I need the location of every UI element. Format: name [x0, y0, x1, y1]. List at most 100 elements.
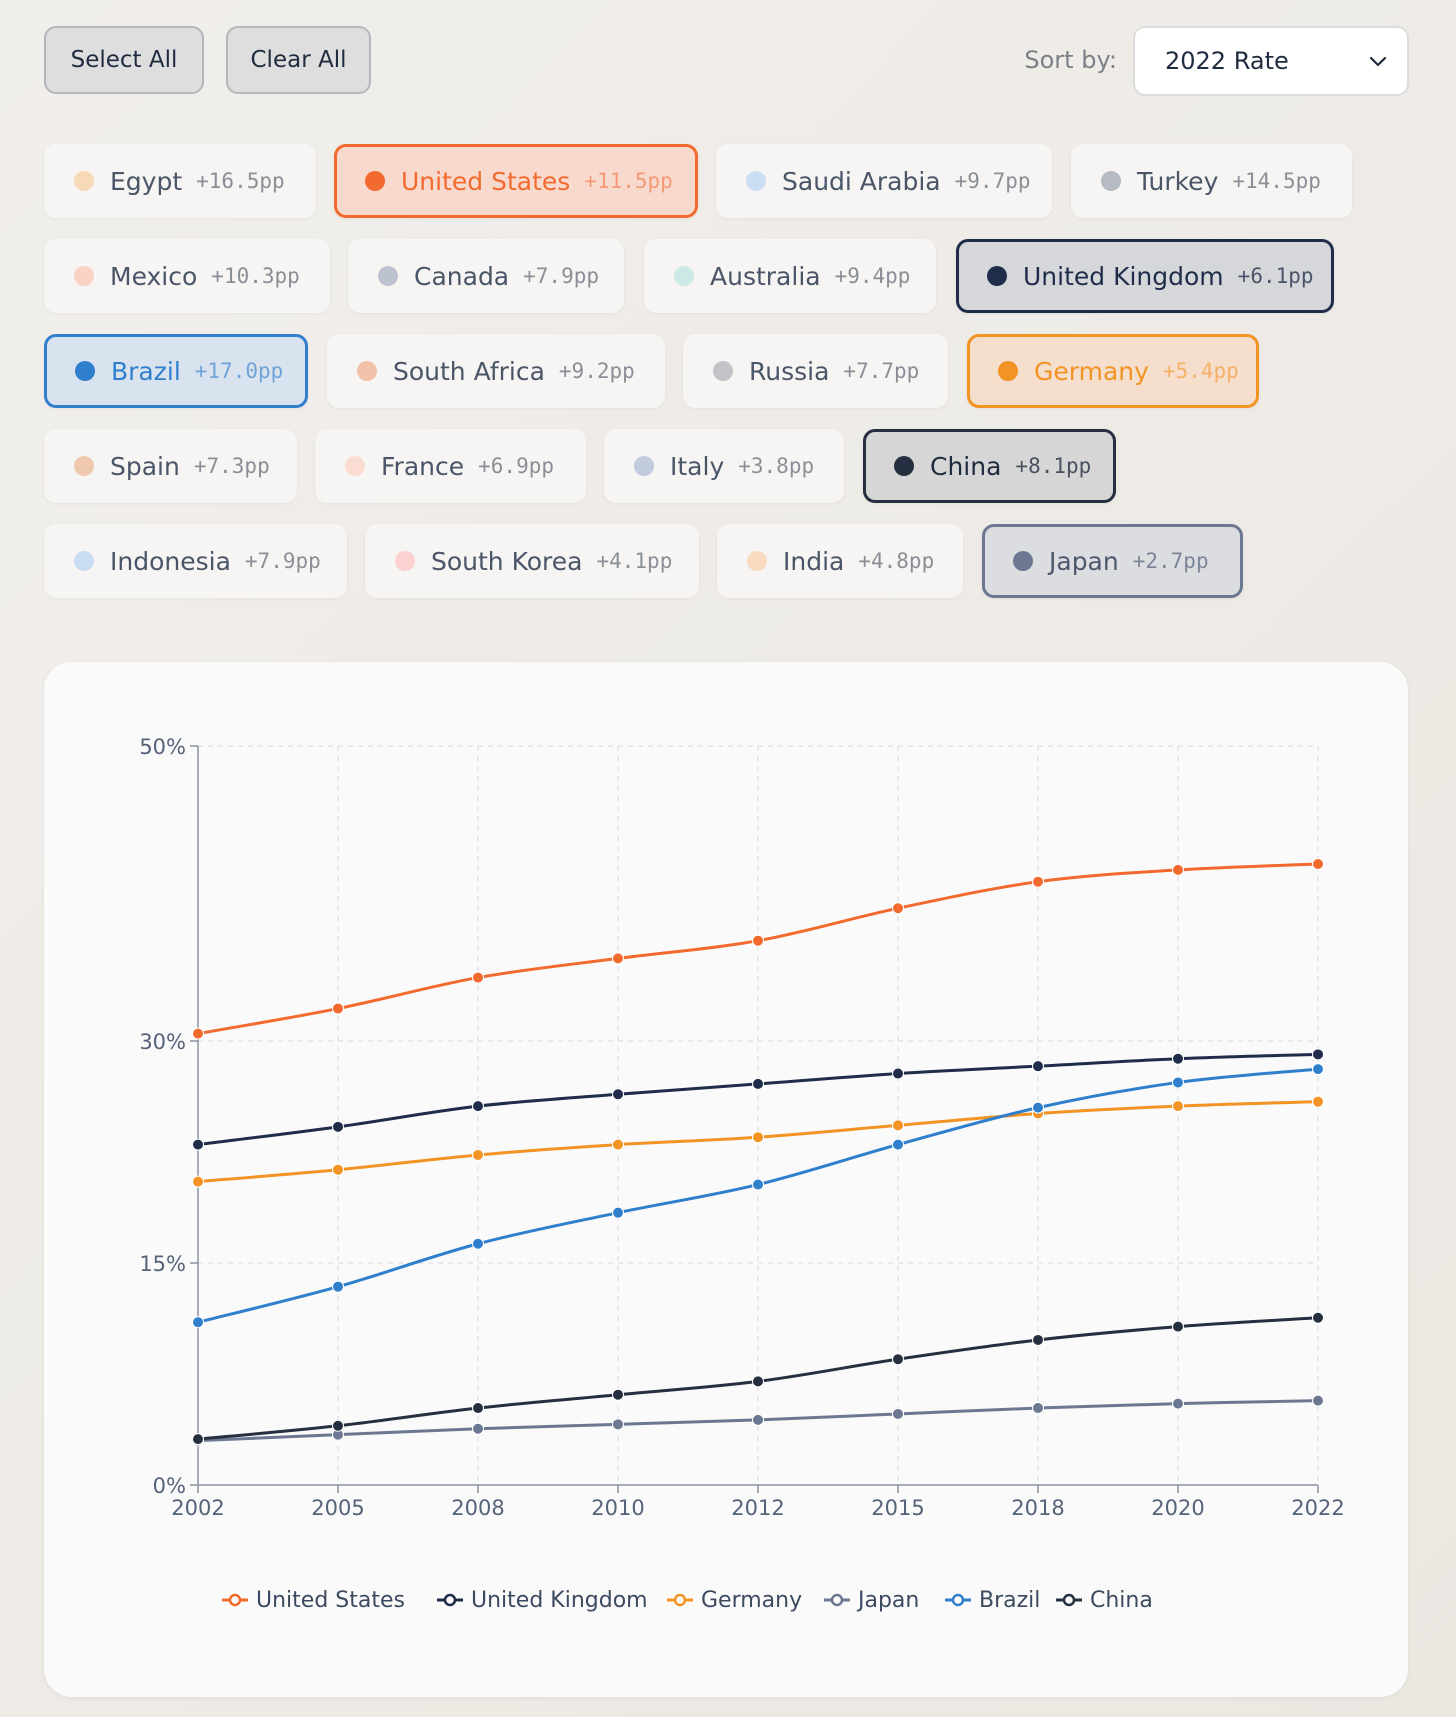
legend-marker-china	[1062, 1593, 1076, 1607]
data-point-germany	[752, 1131, 764, 1144]
chip-delta: +16.5pp	[196, 169, 285, 193]
country-chip[interactable]: Saudi Arabia +9.7pp	[716, 144, 1052, 218]
legend-marker-japan	[830, 1593, 844, 1607]
chip-delta: +11.5pp	[584, 169, 673, 193]
color-dot-icon	[674, 266, 694, 286]
data-point-brazil	[1312, 1063, 1324, 1076]
legend-label-germany: Germany	[701, 1588, 802, 1613]
country-chip[interactable]: China +8.1pp	[863, 429, 1116, 503]
x-tick-label: 2002	[171, 1496, 224, 1520]
chip-delta: +3.8pp	[738, 454, 815, 478]
legend-marker-united-kingdom	[443, 1593, 457, 1607]
data-point-brazil	[1172, 1076, 1184, 1089]
toolbar: Select All Clear All Sort by: 2022 Rate	[44, 26, 1409, 96]
country-chip[interactable]: South Korea +4.1pp	[365, 524, 699, 598]
data-point-japan	[752, 1413, 764, 1426]
country-chip[interactable]: Indonesia +7.9pp	[44, 524, 347, 598]
data-point-brazil	[612, 1206, 624, 1219]
chip-country-name: Turkey	[1137, 166, 1219, 196]
data-point-brazil	[1032, 1101, 1044, 1114]
data-point-united-states	[752, 934, 764, 947]
chip-delta: +5.4pp	[1162, 359, 1239, 383]
data-point-japan	[1032, 1402, 1044, 1415]
chip-country-name: Japan	[1049, 546, 1119, 576]
country-chip[interactable]: Australia +9.4pp	[644, 239, 936, 313]
color-dot-icon	[74, 551, 94, 571]
country-chip[interactable]: Turkey +14.5pp	[1071, 144, 1352, 218]
chip-country-name: Australia	[710, 261, 821, 291]
country-chip[interactable]: Spain +7.3pp	[44, 429, 297, 503]
country-chip[interactable]: United States +11.5pp	[334, 144, 698, 218]
color-dot-icon	[1013, 551, 1033, 571]
data-point-brazil	[472, 1237, 484, 1250]
chip-country-name: Brazil	[111, 356, 181, 386]
select-all-button[interactable]: Select All	[44, 26, 204, 94]
data-point-united-kingdom	[192, 1138, 204, 1151]
chevron-down-icon	[1369, 56, 1387, 67]
country-chip[interactable]: Italy +3.8pp	[604, 429, 844, 503]
data-point-united-kingdom	[1312, 1048, 1324, 1061]
color-dot-icon	[378, 266, 398, 286]
sort-select[interactable]: 2022 Rate	[1133, 26, 1409, 96]
legend-label-japan: Japan	[856, 1588, 919, 1613]
country-chip[interactable]: Japan +2.7pp	[982, 524, 1243, 598]
country-chip[interactable]: South Africa +9.2pp	[327, 334, 665, 408]
data-point-china	[1312, 1311, 1324, 1324]
color-dot-icon	[998, 361, 1018, 381]
data-point-china	[1172, 1320, 1184, 1333]
chip-country-name: Spain	[110, 451, 180, 481]
chip-country-name: Saudi Arabia	[782, 166, 941, 196]
data-point-germany	[612, 1138, 624, 1151]
data-point-japan	[892, 1407, 904, 1420]
data-point-brazil	[752, 1178, 764, 1191]
data-point-united-states	[472, 971, 484, 984]
clear-all-button[interactable]: Clear All	[226, 26, 371, 94]
country-chip[interactable]: Brazil +17.0pp	[44, 334, 308, 408]
chip-delta: +4.1pp	[596, 549, 673, 573]
country-chip[interactable]: India +4.8pp	[717, 524, 963, 598]
data-point-japan	[1172, 1397, 1184, 1410]
data-point-japan	[612, 1418, 624, 1431]
x-tick-label: 2005	[311, 1496, 364, 1520]
legend-marker-germany	[673, 1593, 687, 1607]
data-point-united-states	[892, 902, 904, 915]
country-chip[interactable]: Egypt +16.5pp	[44, 144, 316, 218]
chip-country-name: Russia	[749, 356, 830, 386]
legend-label-china: China	[1090, 1588, 1153, 1613]
data-point-united-kingdom	[752, 1077, 764, 1090]
data-point-united-kingdom	[612, 1088, 624, 1101]
data-point-germany	[1172, 1100, 1184, 1113]
chip-delta: +6.9pp	[478, 454, 554, 478]
color-dot-icon	[365, 171, 385, 191]
sort-label: Sort by:	[1024, 46, 1117, 74]
color-dot-icon	[1101, 171, 1121, 191]
chip-delta: +8.1pp	[1015, 454, 1092, 478]
country-chip[interactable]: France +6.9pp	[315, 429, 586, 503]
data-point-germany	[332, 1163, 344, 1176]
data-point-china	[612, 1388, 624, 1401]
legend-label-united-states: United States	[256, 1588, 405, 1613]
x-tick-label: 2018	[1011, 1496, 1064, 1520]
data-point-germany	[892, 1119, 904, 1132]
color-dot-icon	[746, 171, 766, 191]
x-tick-label: 2008	[451, 1496, 504, 1520]
y-tick-label: 30%	[139, 1030, 186, 1054]
legend-label-united-kingdom: United Kingdom	[471, 1588, 648, 1613]
chip-delta: +7.9pp	[523, 264, 599, 288]
data-point-united-kingdom	[892, 1067, 904, 1080]
x-tick-label: 2010	[591, 1496, 644, 1520]
color-dot-icon	[395, 551, 415, 571]
country-chip[interactable]: Germany +5.4pp	[967, 334, 1259, 408]
data-point-germany	[472, 1148, 484, 1161]
country-chip[interactable]: United Kingdom +6.1pp	[956, 239, 1334, 313]
country-chip[interactable]: Mexico +10.3pp	[44, 239, 330, 313]
country-chip[interactable]: Canada +7.9pp	[348, 239, 624, 313]
chip-delta: +9.2pp	[558, 359, 635, 383]
color-dot-icon	[345, 456, 365, 476]
chip-delta: +14.5pp	[1232, 169, 1321, 193]
country-chip[interactable]: Russia +7.7pp	[683, 334, 948, 408]
chip-country-name: France	[381, 451, 465, 481]
color-dot-icon	[987, 266, 1007, 286]
line-chart: 0% 15% 30% 50% 2002 2005 2008 2010 2012 2015 2018 2…	[139, 735, 1344, 1613]
chip-country-name: Italy	[670, 451, 725, 481]
